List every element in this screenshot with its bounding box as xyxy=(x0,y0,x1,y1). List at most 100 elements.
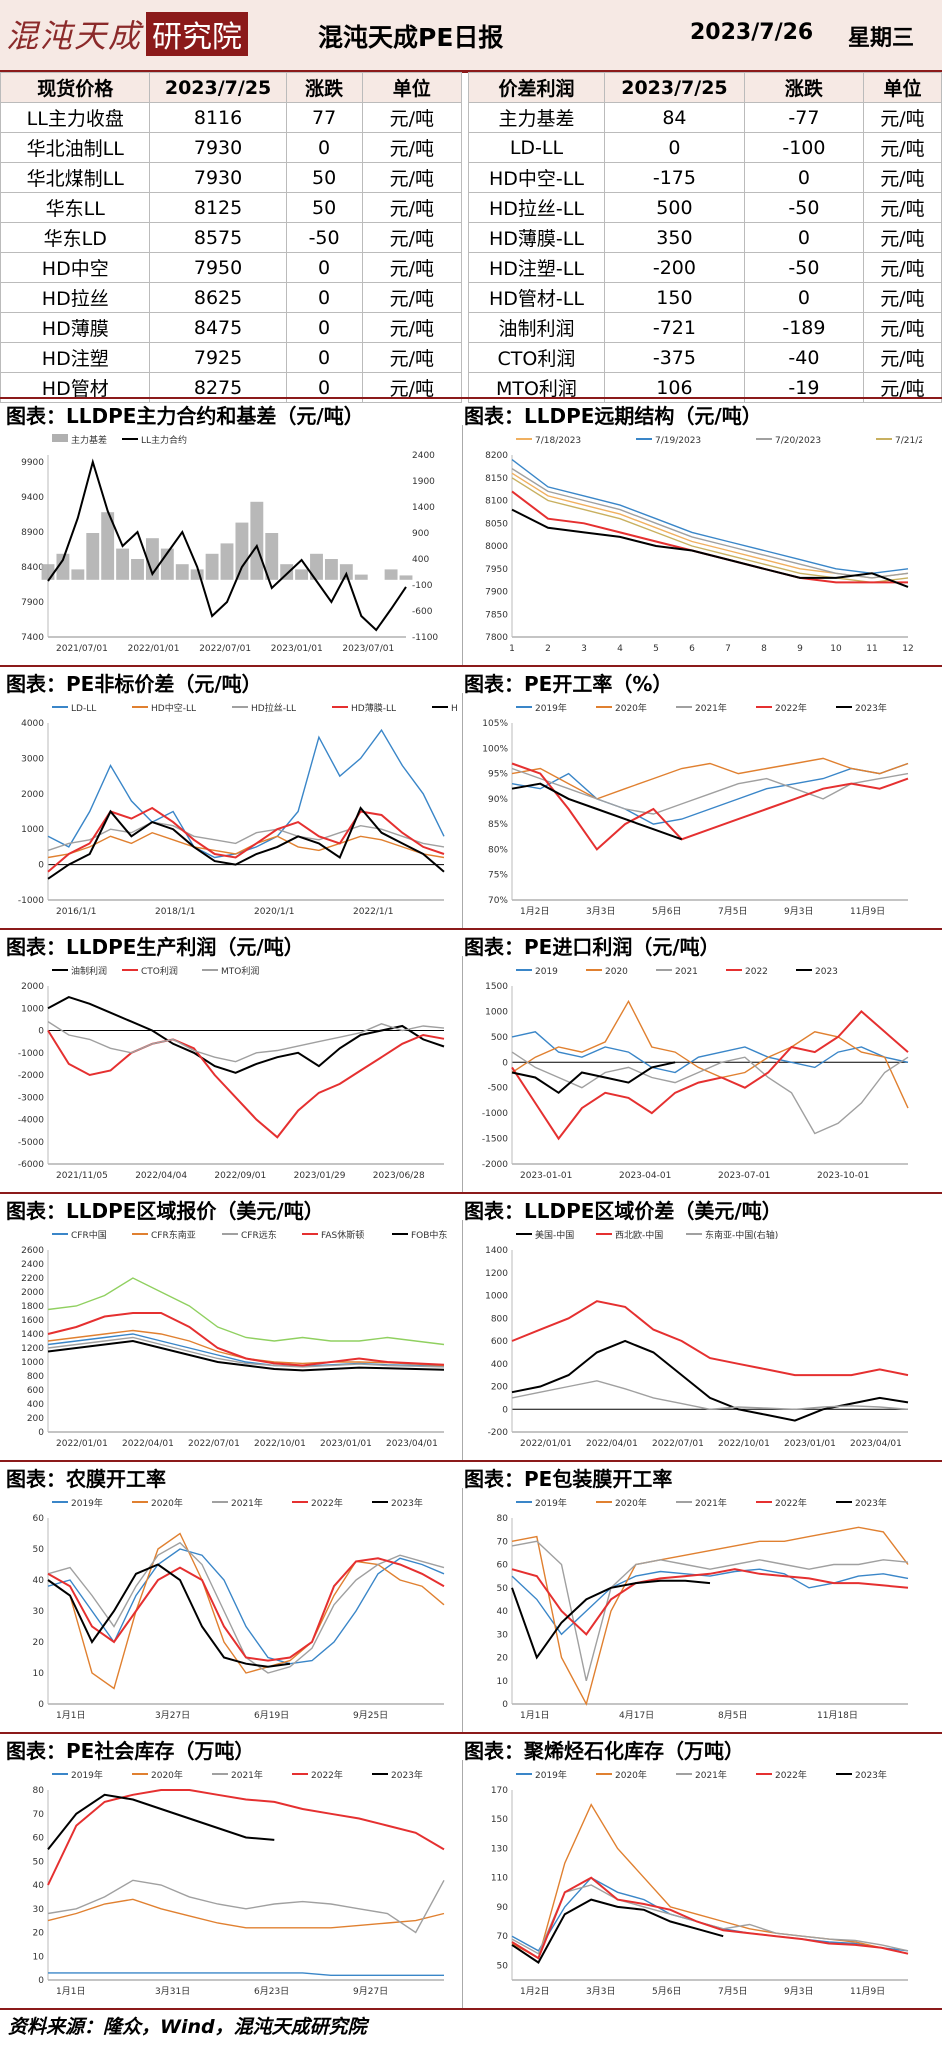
legend-label: 2023年 xyxy=(855,1497,887,1509)
chart-title: 图表：PE社会库存（万吨） xyxy=(6,1739,255,1763)
y-tick-label: 60 xyxy=(497,1561,509,1571)
y2-tick-label: -600 xyxy=(412,607,433,617)
y-tick-label: 0 xyxy=(38,1700,44,1710)
table-cell: -375 xyxy=(603,342,745,373)
series-line xyxy=(47,821,445,852)
x-tick-label: 2023/04/01 xyxy=(386,1439,438,1449)
legend-item: 2021年 xyxy=(676,1497,727,1509)
y-tick-label: -200 xyxy=(488,1428,509,1438)
y-tick-label: 70 xyxy=(33,1810,45,1820)
y-tick-label: 130 xyxy=(491,1844,508,1854)
x-tick-label: 3月31日 xyxy=(155,1986,190,1997)
y-tick-label: 8900 xyxy=(21,528,44,538)
x-tick-label: 1月2日 xyxy=(520,906,549,917)
y-tick-label: 80 xyxy=(33,1786,45,1796)
report-date: 2023/7/26 xyxy=(690,20,814,45)
legend-item: 美国-中国 xyxy=(516,1229,574,1241)
table-cell: 元/吨 xyxy=(361,102,463,133)
table-cell: 7930 xyxy=(149,162,287,193)
x-tick-label: 2023/04/01 xyxy=(850,1439,902,1449)
y-tick-label: 80% xyxy=(488,845,508,855)
series-line xyxy=(511,459,909,575)
x-tick-label: 2 xyxy=(545,644,551,654)
x-tick-label: 2022/04/04 xyxy=(135,1171,187,1181)
table-cell: 元/吨 xyxy=(361,282,463,313)
y-tick-label: 600 xyxy=(491,1337,508,1347)
series-line xyxy=(511,782,683,841)
x-tick-label: 2023/07/01 xyxy=(342,644,394,654)
y-tick-label: 10 xyxy=(33,1669,45,1679)
y-tick-label: 150 xyxy=(491,1815,508,1825)
legend-item: 2020年 xyxy=(596,702,647,714)
table-cell: HD注塑 xyxy=(0,342,151,373)
table-header: 2023/7/25 xyxy=(149,72,287,103)
legend-item: LD-LL xyxy=(52,704,96,714)
x-tick-label: 2022/01/01 xyxy=(520,1439,572,1449)
legend-label: 2019年 xyxy=(71,1769,103,1781)
x-tick-label: 2023/01/29 xyxy=(294,1171,346,1181)
chart-title: 图表：农膜开工率 xyxy=(6,1467,166,1491)
legend-item: 2020年 xyxy=(132,1497,183,1509)
y-tick-label: 40 xyxy=(497,1607,509,1617)
y-tick-label: -1000 xyxy=(18,896,44,906)
legend-item: CFR远东 xyxy=(222,1229,277,1241)
table-cell: HD拉丝 xyxy=(0,282,151,313)
legend-item: 2021年 xyxy=(676,1769,727,1781)
legend-item: 2020 xyxy=(586,967,628,977)
table-cell: 0 xyxy=(743,282,864,313)
legend-item: 2023年 xyxy=(372,1769,423,1781)
x-tick-label: 2022/07/01 xyxy=(199,644,251,654)
y-tick-label: 7950 xyxy=(485,565,508,575)
legend-item: FOB中东 xyxy=(392,1229,447,1241)
y2-tick-label: -1100 xyxy=(412,633,438,643)
x-tick-label: 6月23日 xyxy=(254,1986,289,1997)
x-tick-label: 2022/10/01 xyxy=(254,1439,306,1449)
basis-bar xyxy=(205,553,219,580)
table-cell: -50 xyxy=(743,252,864,283)
section-divider xyxy=(0,928,942,930)
section-divider xyxy=(0,1460,942,1462)
table-row: HD拉丝-LL 500 -50 元/吨 xyxy=(468,192,942,223)
table-cell: 华北煤制LL xyxy=(0,162,151,193)
x-tick-label: 2022/10/01 xyxy=(718,1439,770,1449)
basis-bar xyxy=(235,522,249,580)
x-tick-label: 7月5日 xyxy=(718,906,747,917)
table-header: 单位 xyxy=(862,72,942,103)
table-row: 华北油制LL 7930 0 元/吨 xyxy=(0,132,463,163)
legend-label: 2020年 xyxy=(151,1497,183,1509)
y-tick-label: -3000 xyxy=(18,1093,44,1103)
table-cell: 元/吨 xyxy=(862,132,942,163)
basis-bar xyxy=(250,501,264,580)
x-tick-label: 1月1日 xyxy=(56,1986,85,1997)
y-tick-label: 400 xyxy=(491,1360,508,1370)
x-tick-label: 7月5日 xyxy=(718,1986,747,1997)
x-tick-label: 2020/1/1 xyxy=(254,907,294,917)
column-divider xyxy=(462,425,463,665)
y-tick-label: 60 xyxy=(33,1834,45,1844)
series-line xyxy=(47,1312,445,1367)
legend-item: 2022年 xyxy=(756,1497,807,1509)
basis-bar xyxy=(86,533,100,580)
y-tick-label: 800 xyxy=(27,1372,44,1382)
table-cell: 元/吨 xyxy=(361,312,463,343)
y-tick-label: 1800 xyxy=(21,1302,44,1312)
footer-divider xyxy=(0,2008,942,2010)
y-tick-label: 800 xyxy=(491,1314,508,1324)
legend-label: 2022 xyxy=(745,967,768,977)
y-tick-label: 7850 xyxy=(485,610,508,620)
legend-label: 2021年 xyxy=(695,1769,727,1781)
table-row: HD注塑 7925 0 元/吨 xyxy=(0,342,463,373)
y-tick-label: -6000 xyxy=(18,1160,44,1170)
legend-item: 2022年 xyxy=(292,1497,343,1509)
x-tick-label: 10 xyxy=(830,644,842,654)
y-tick-label: 200 xyxy=(491,1383,508,1393)
legend-label: 主力基差 xyxy=(71,434,107,446)
series-line xyxy=(47,1336,445,1368)
series-line xyxy=(47,1557,445,1662)
basis-bar xyxy=(324,559,338,580)
chart-title: 图表：PE进口利润（元/吨） xyxy=(464,935,720,959)
legend-label: 油制利润 xyxy=(71,965,107,977)
legend-label: 7/20/2023 xyxy=(775,436,821,446)
x-tick-label: 2023-07-01 xyxy=(718,1171,770,1181)
table-cell: 77 xyxy=(285,102,363,133)
